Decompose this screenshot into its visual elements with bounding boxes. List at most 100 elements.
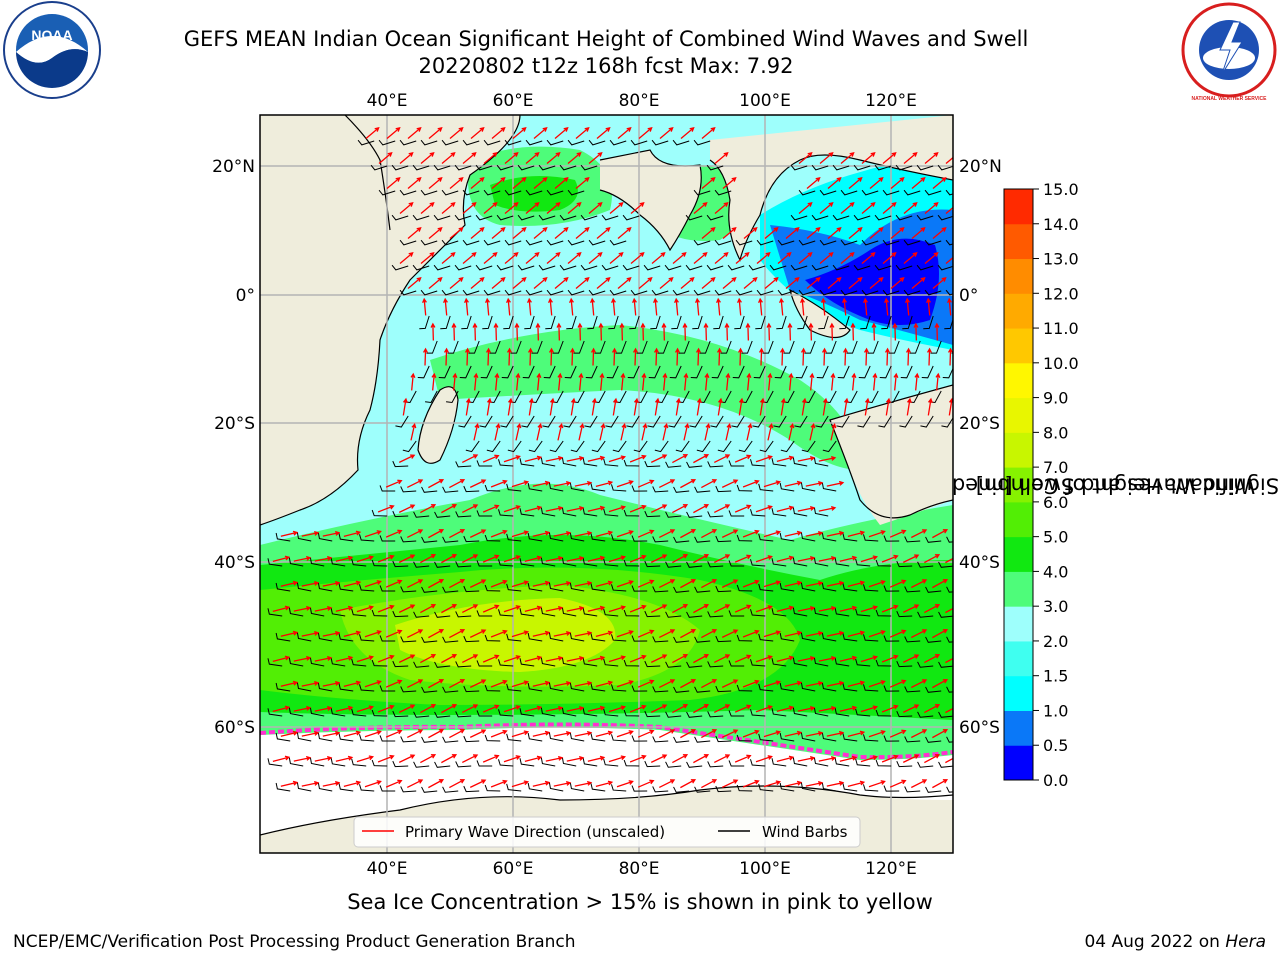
wind-barb (878, 415, 892, 428)
colorbar-swatch (1004, 571, 1033, 607)
wave-direction-arrow (428, 479, 445, 489)
wave-direction-arrow (713, 554, 731, 564)
wind-barb (861, 289, 879, 296)
wind-barb (566, 315, 577, 330)
wave-direction-arrow (506, 347, 512, 366)
wind-barb (839, 315, 850, 330)
wave-direction-arrow (554, 177, 569, 190)
wave-direction-arrow (293, 655, 312, 662)
colorbar-level-label: 0.5 (1043, 736, 1068, 755)
wind-barb (296, 532, 312, 542)
wind-barb (728, 460, 745, 467)
wind-barb (813, 557, 829, 567)
wave-direction-arrow (533, 177, 548, 190)
wave-direction-arrow (693, 704, 710, 714)
wind-barb (379, 685, 396, 692)
wave-direction-arrow (722, 227, 737, 240)
wind-barb (433, 164, 451, 171)
wave-direction-arrow (910, 529, 928, 539)
wind-barb (855, 658, 871, 667)
wind-barb (413, 761, 430, 768)
wave-direction-arrow (364, 730, 382, 738)
wave-direction-arrow (800, 347, 806, 366)
wave-direction-arrow (335, 555, 354, 562)
wave-direction-arrow (280, 680, 299, 687)
wave-direction-arrow (272, 655, 291, 663)
wind-barb (771, 508, 787, 517)
wind-barb (752, 415, 766, 428)
wave-direction-arrow (536, 422, 543, 441)
wave-direction-arrow (616, 680, 634, 688)
wave-direction-arrow (637, 779, 655, 788)
wave-direction-arrow (672, 454, 689, 464)
wind-barb (686, 561, 703, 568)
wave-direction-arrow (504, 202, 519, 215)
wind-barb (517, 264, 535, 271)
wind-barb (875, 759, 892, 767)
wave-direction-arrow (776, 505, 795, 513)
wave-direction-arrow (595, 580, 614, 588)
wind-barb (875, 659, 892, 667)
wind-barb (548, 732, 564, 742)
wind-barb (590, 533, 606, 542)
wave-direction-arrow (524, 555, 543, 563)
wind-barb (736, 534, 753, 542)
wind-barb (862, 634, 879, 642)
wave-direction-arrow (420, 754, 437, 764)
wave-direction-arrow (839, 605, 858, 612)
wind-barb (813, 757, 829, 767)
wave-direction-arrow (314, 655, 333, 662)
wave-direction-arrow (701, 679, 718, 689)
wind-barb (548, 632, 564, 642)
wave-direction-arrow (377, 704, 395, 713)
wave-direction-arrow (755, 705, 773, 713)
wind-barb (834, 657, 850, 667)
wave-direction-arrow (806, 177, 821, 190)
wave-direction-arrow (386, 127, 401, 140)
wind-barb (275, 732, 291, 742)
wave-direction-arrow (548, 297, 553, 316)
colorbar-swatch (1004, 606, 1033, 642)
wind-barb (446, 390, 459, 403)
wave-direction-arrow (798, 202, 813, 215)
wave-direction-arrow (767, 372, 773, 391)
wind-barb (603, 458, 619, 467)
wave-direction-arrow (545, 605, 564, 612)
wave-direction-arrow (629, 504, 647, 513)
wind-barb (463, 685, 480, 693)
wind-barb (756, 289, 774, 296)
wave-direction-arrow (616, 780, 634, 788)
wave-direction-arrow (406, 779, 424, 789)
wind-barb (486, 440, 501, 453)
wind-barb (715, 535, 732, 543)
wind-barb (706, 214, 724, 221)
wind-barb (615, 340, 627, 354)
wind-barb (309, 657, 325, 667)
wind-barb (800, 582, 816, 592)
wave-direction-arrow (546, 202, 561, 215)
wind-barb (441, 289, 459, 296)
wind-barb (707, 511, 724, 518)
wind-barb (840, 289, 858, 296)
wind-barb (899, 415, 913, 428)
wave-direction-arrow (682, 322, 688, 341)
lat-tick-right: 0° (959, 286, 978, 306)
wind-barb (612, 440, 627, 453)
wave-direction-arrow (821, 347, 827, 366)
wave-direction-arrow (524, 655, 543, 663)
wave-direction-arrow (525, 152, 540, 165)
wave-direction-arrow (954, 228, 967, 239)
wind-barb (338, 533, 354, 542)
wave-direction-arrow (504, 152, 519, 165)
wind-barb (371, 559, 388, 567)
wind-barb (548, 582, 564, 592)
colorbar: 0.00.51.01.52.03.04.05.06.07.08.09.010.0… (1003, 180, 1079, 790)
wave-direction-arrow (462, 202, 477, 215)
wind-barb (370, 164, 388, 171)
wind-barb (426, 340, 438, 354)
wind-barb (946, 736, 953, 743)
colorbar-level-label: 6.0 (1043, 493, 1068, 512)
colorbar-level-label: 9.0 (1043, 389, 1068, 408)
wave-direction-arrow (566, 655, 585, 662)
wave-direction-arrow (546, 152, 561, 165)
